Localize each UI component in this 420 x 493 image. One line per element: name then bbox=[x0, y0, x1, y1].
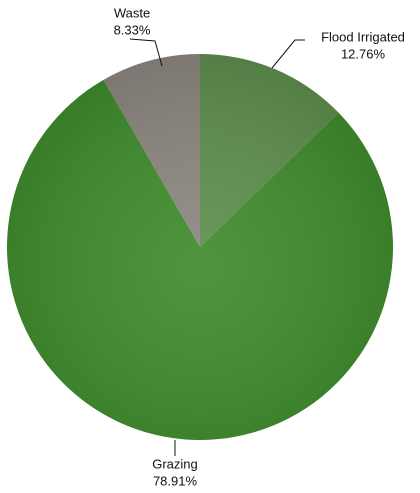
slice-value-label: 8.33% bbox=[114, 22, 151, 37]
slice-value-label: 12.76% bbox=[341, 46, 386, 61]
slice-value-label: 78.91% bbox=[153, 473, 198, 488]
slice-label: Grazing bbox=[152, 456, 198, 471]
slice-label: Waste bbox=[114, 5, 150, 20]
leader-line bbox=[129, 38, 163, 67]
pie-shading bbox=[7, 54, 393, 440]
leader-line bbox=[271, 39, 305, 69]
slice-label: Flood Irrigated bbox=[321, 29, 405, 44]
